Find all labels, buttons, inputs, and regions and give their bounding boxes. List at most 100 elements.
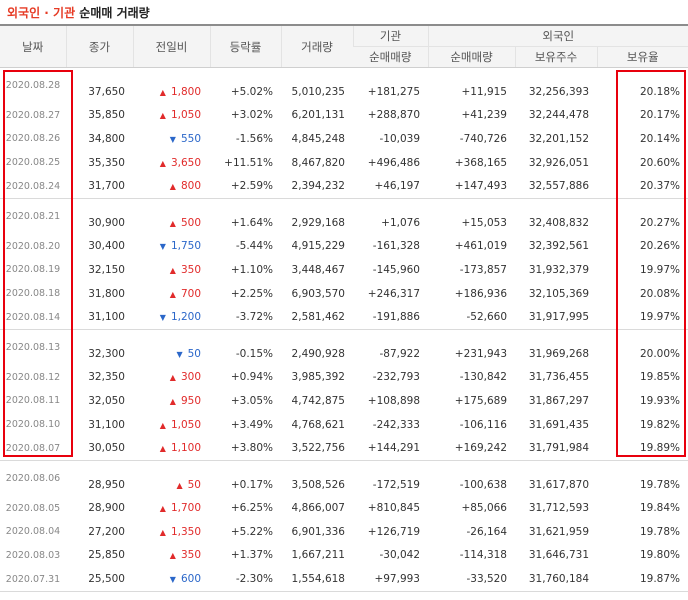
change-value: 50 [187,347,201,360]
date-cell: 2020.08.20 [5,240,61,252]
change-value: 1,050 [170,109,201,122]
institution-net-cell: +144,291 [353,436,428,461]
net-trading-table: 날짜 종가 전일비 등락률 거래량 기관 외국인 순매매량 순매매량 보유주수 … [0,24,688,592]
rate-cell: +11.51% [224,156,273,169]
rate-cell: +1.10% [230,263,273,276]
header-rate: 등락률 [209,24,281,68]
change-cell: ▼ 50 [133,329,210,365]
ratio-cell: 20.14% [639,132,680,145]
ratio-cell: 19.82% [639,418,680,431]
header-institution-net: 순매매량 [353,46,428,68]
change-cell: ▲ 1,050 [133,413,210,437]
institution-net-cell: -145,960 [372,263,420,276]
change-value: 550 [180,132,201,145]
change-value: 300 [180,371,201,384]
rate-cell: +5.22% [230,525,273,538]
header-holdings: 보유주수 [514,46,597,68]
close-price-cell: 28,950 [88,478,125,491]
change-cell: ▲ 1,050 [133,104,210,128]
change-value: 800 [180,180,201,193]
close-price-cell: 30,900 [88,216,125,229]
table-row: 2020.08.10 31,100 ▲ 1,050 +3.49% 4,768,621 -24… [0,413,688,437]
title-investor-label: 외국인 · 기관 [7,6,76,20]
holdings-cell: 31,917,995 [515,305,597,330]
volume-cell: 4,742,875 [291,394,345,407]
table-row: 2020.08.04 27,200 ▲ 1,350 +5.22% 6,901,336 +12… [0,520,688,544]
change-cell: ▼ 600 [133,567,210,592]
close-price-cell: 35,350 [88,156,125,169]
header-foreign-group: 외국인 [427,24,688,47]
foreign-net-cell: -106,116 [459,418,507,431]
holdings-cell: 31,760,184 [515,567,597,592]
date-cell: 2020.08.04 [5,526,61,538]
rate-cell: -1.56% [235,132,273,145]
institution-net-cell: -87,922 [379,347,420,360]
change-value: 50 [187,478,201,491]
foreign-net-cell: +11,915 [461,85,507,98]
volume-cell: 2,929,168 [291,216,345,229]
up-triangle-icon: ▲ [159,420,166,430]
change-value: 3,650 [170,156,201,169]
institution-net-cell: +246,317 [367,287,420,300]
volume-cell: 4,915,229 [291,240,345,253]
rate-cell: +1.64% [230,216,273,229]
foreign-net-cell: -26,164 [466,525,507,538]
institution-net-cell: +288,870 [367,109,420,122]
close-price-cell: 32,050 [88,394,125,407]
table-row: 2020.08.03 25,850 ▲ 350 +1.37% 1,667,211 -30,0… [0,544,688,568]
ratio-cell: 20.18% [639,85,680,98]
table-row: 2020.08.28 37,650 ▲ 1,800 +5.02% 5,010,235 +18… [0,68,688,104]
change-cell: ▲ 1,800 [133,68,210,104]
institution-net-cell: +496,486 [367,156,420,169]
volume-cell: 4,845,248 [291,132,345,145]
change-value: 1,100 [170,442,201,455]
up-triangle-icon: ▲ [159,504,166,514]
close-price-cell: 37,650 [88,85,125,98]
table-row: 2020.08.12 32,350 ▲ 300 +0.94% 3,985,392 -232,… [0,366,688,390]
foreign-net-cell: -740,726 [459,132,507,145]
foreign-net-cell: +41,239 [461,109,507,122]
date-cell: 2020.08.10 [5,419,61,431]
change-cell: ▼ 550 [133,127,210,151]
volume-cell: 6,901,336 [291,525,345,538]
volume-cell: 3,985,392 [291,371,345,384]
holdings-cell: 31,621,959 [528,525,589,538]
date-cell: 2020.08.26 [5,133,61,145]
holdings-cell: 31,617,870 [528,478,589,491]
volume-cell: 1,667,211 [291,549,345,562]
date-cell: 2020.08.21 [5,211,61,223]
header-date: 날짜 [0,24,66,68]
close-price-cell: 31,800 [88,287,125,300]
date-cell: 2020.08.12 [5,371,61,383]
date-cell: 2020.08.18 [5,288,61,300]
up-triangle-icon: ▲ [169,396,176,406]
volume-cell: 4,866,007 [291,502,345,515]
volume-cell: 3,508,526 [291,478,345,491]
holdings-cell: 31,791,984 [515,436,597,461]
holdings-cell: 32,201,152 [528,132,589,145]
table-row: 2020.08.06 28,950 ▲ 50 +0.17% 3,508,526 -172,5… [0,460,688,496]
up-triangle-icon: ▲ [159,527,166,537]
rate-cell: -5.44% [235,240,273,253]
foreign-net-cell: +186,936 [454,287,507,300]
rate-cell: +3.05% [230,394,273,407]
rate-cell: +2.59% [210,174,281,199]
ratio-cell: 19.78% [639,525,680,538]
close-price-cell: 32,350 [88,371,125,384]
ratio-cell: 20.17% [639,109,680,122]
volume-cell: 2,581,462 [281,305,353,330]
change-cell: ▲ 350 [133,258,210,282]
header-volume: 거래량 [280,24,353,68]
change-cell: ▲ 500 [133,198,210,234]
holdings-cell: 32,408,832 [528,216,589,229]
date-cell: 2020.08.13 [5,342,61,354]
volume-cell: 4,768,621 [291,418,345,431]
foreign-net-cell: +147,493 [428,174,515,199]
holdings-cell: 31,691,435 [528,418,589,431]
institution-net-cell: +97,993 [353,567,428,592]
table-row: 2020.08.21 30,900 ▲ 500 +1.64% 2,929,168 +1,07… [0,198,688,234]
up-triangle-icon: ▲ [169,289,176,299]
ratio-cell: 19.78% [639,478,680,491]
up-triangle-icon: ▲ [169,373,176,383]
institution-net-cell: -10,039 [379,132,420,145]
